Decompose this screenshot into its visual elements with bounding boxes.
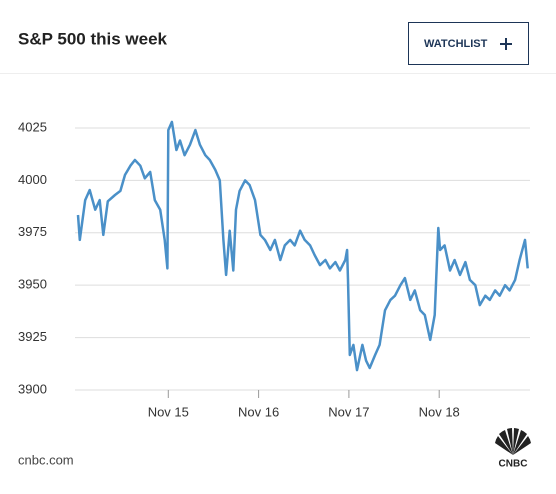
y-tick-label: 3950 bbox=[18, 277, 47, 292]
button-label: WATCHLIST bbox=[424, 38, 488, 50]
price-line bbox=[76, 120, 529, 372]
logo-text: CNBC bbox=[499, 459, 528, 470]
x-tick-label: Nov 15 bbox=[148, 404, 189, 419]
y-tick-label: 4025 bbox=[18, 119, 47, 134]
y-tick-label: 3925 bbox=[18, 329, 47, 344]
x-tick-label: Nov 16 bbox=[238, 404, 279, 419]
source: cnbc.com bbox=[18, 452, 74, 467]
y-tick-label: 4000 bbox=[18, 172, 47, 187]
y-tick-label: 3975 bbox=[18, 224, 47, 239]
x-tick-label: Nov 17 bbox=[328, 404, 369, 419]
logo: CNBC bbox=[495, 428, 531, 470]
plus-icon bbox=[500, 38, 512, 50]
x-tick-label: Nov 18 bbox=[419, 404, 460, 419]
y-tick-label: 3900 bbox=[18, 381, 47, 396]
chart-title: S&P 500 this week bbox=[18, 29, 168, 48]
